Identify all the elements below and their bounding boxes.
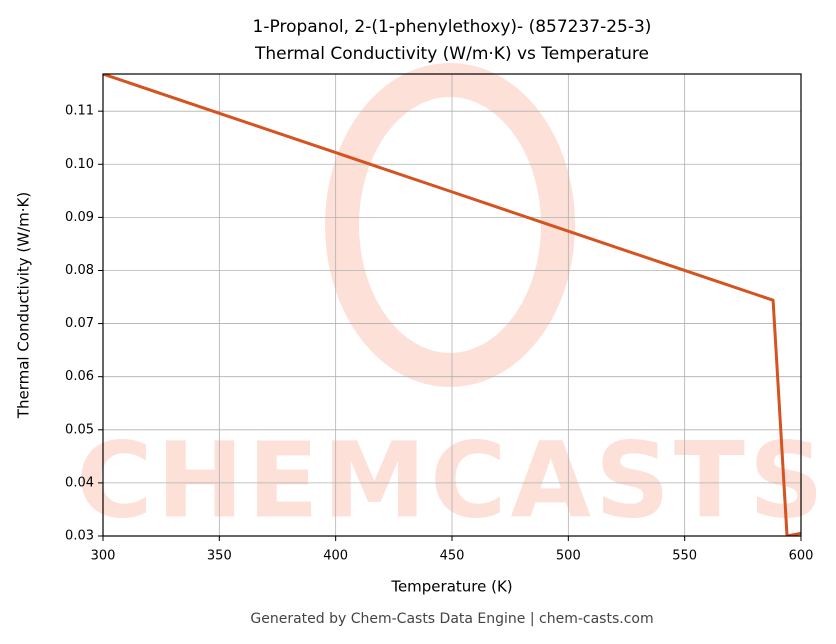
y-tick-label: 0.03 [65, 529, 94, 544]
y-tick-label: 0.04 [65, 475, 94, 490]
x-tick-label: 450 [440, 549, 465, 564]
chart-title: 1-Propanol, 2-(1-phenylethoxy)- (857237-… [253, 17, 652, 37]
footer: Generated by Chem-Casts Data Engine | ch… [250, 611, 653, 627]
y-tick-label: 0.08 [65, 263, 94, 278]
x-tick-label: 350 [207, 549, 232, 564]
plot-frame [102, 73, 802, 537]
x-tick-label: 600 [789, 549, 814, 564]
x-tick-label: 500 [556, 549, 581, 564]
data-line [103, 74, 801, 536]
watermark: CHEMCASTS [76, 419, 827, 541]
x-axis-label: Temperature (K) [390, 578, 512, 596]
y-tick-label: 0.05 [65, 422, 94, 437]
chart-subtitle: Thermal Conductivity (W/m·K) vs Temperat… [254, 44, 649, 64]
y-tick-label: 0.11 [65, 104, 94, 119]
x-tick-label: 300 [91, 549, 116, 564]
y-tick-label: 0.10 [65, 157, 94, 172]
x-tick-label: 550 [672, 549, 697, 564]
watermark-logo [325, 63, 575, 387]
y-tick-label: 0.06 [65, 369, 94, 384]
x-tick-label: 400 [323, 549, 348, 564]
y-tick-label: 0.07 [65, 316, 94, 331]
y-axis-label: Thermal Conductivity (W/m·K) [15, 192, 33, 419]
y-tick-label: 0.09 [65, 210, 94, 225]
